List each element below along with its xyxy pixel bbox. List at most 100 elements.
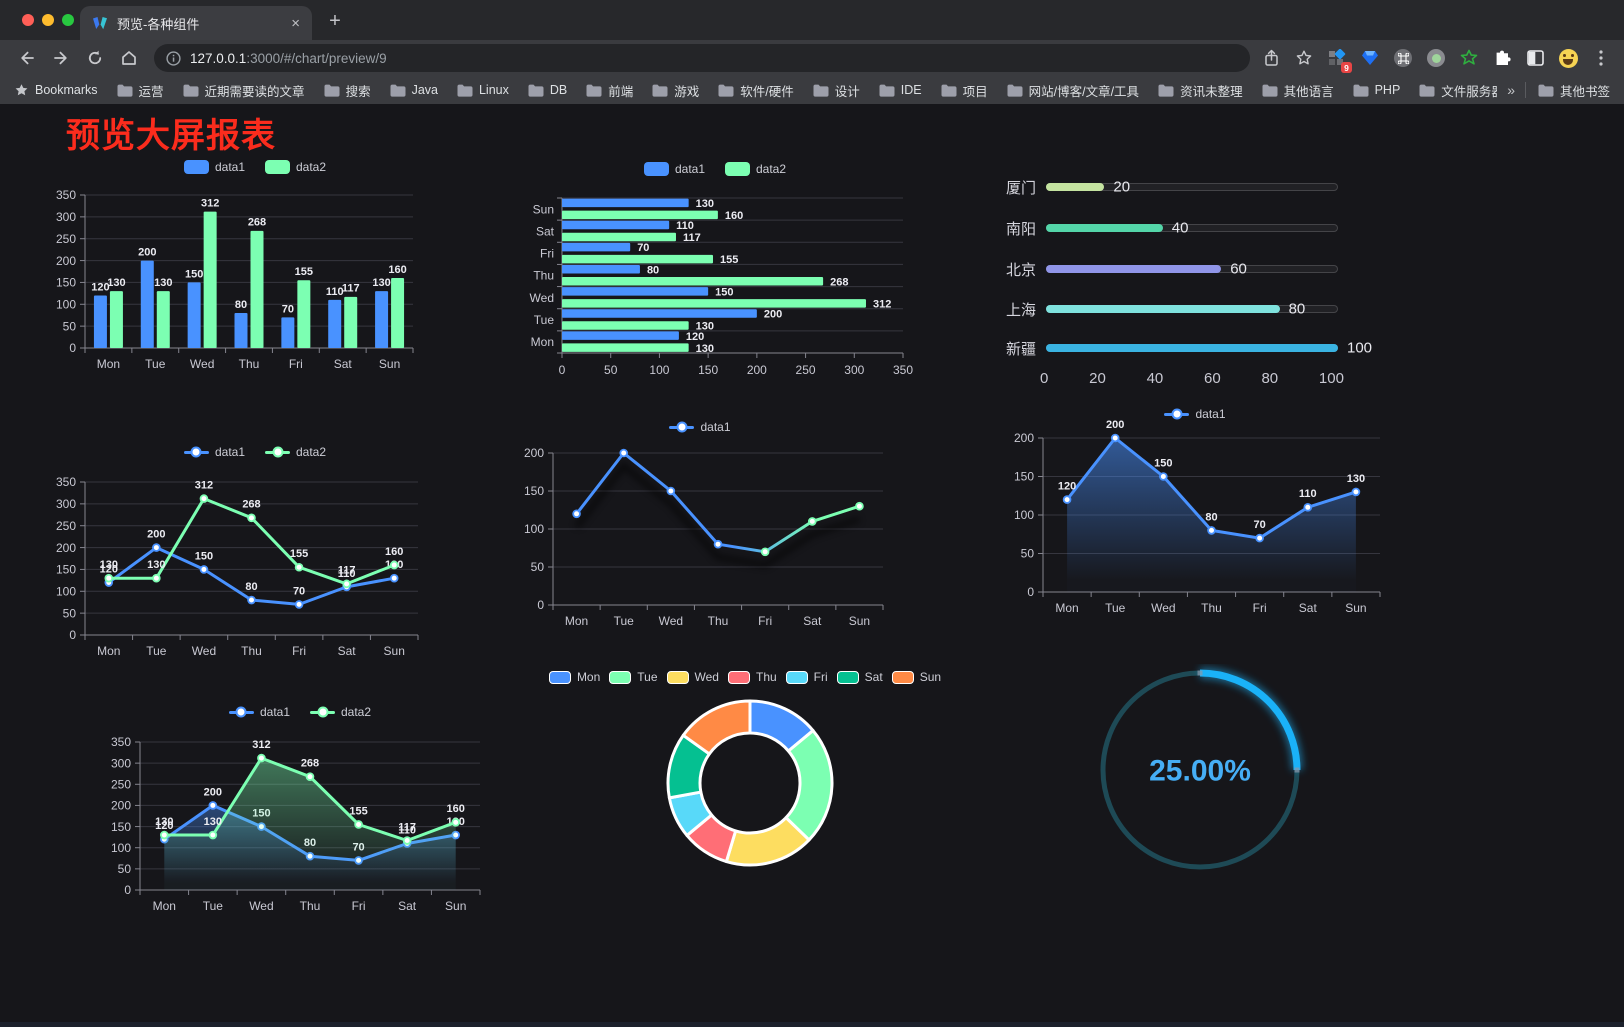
bookmarks-overflow-chevron[interactable]: » [1507, 82, 1515, 98]
legend-item-Sun[interactable]: Sun [891, 670, 941, 684]
legend-item-data1[interactable]: data1 [1164, 407, 1226, 421]
legend-item-data1[interactable]: data1 [183, 160, 245, 174]
extension-grid-icon[interactable]: 9 [1324, 45, 1352, 73]
svg-text:50: 50 [531, 560, 545, 574]
bar-data2 [562, 277, 824, 286]
side-panel-icon[interactable] [1522, 45, 1548, 71]
bookmark-folder[interactable]: 网站/博客/文章/工具 [1007, 81, 1139, 100]
bar-data2 [344, 296, 358, 348]
svg-text:268: 268 [248, 217, 266, 229]
back-button[interactable] [10, 44, 44, 72]
window-minimize-button[interactable] [42, 14, 54, 26]
legend-item-Mon[interactable]: Mon [548, 670, 601, 684]
bookmark-folder-label: 软件/硬件 [740, 84, 794, 99]
page-content: 预览大屏报表 data1 data2 0 50 100 150 200 250 300 350 Mo… [0, 104, 1624, 1022]
window-close-button[interactable] [22, 14, 34, 26]
new-tab-button[interactable]: + [329, 9, 341, 32]
point [1255, 533, 1264, 543]
chart-legend: data1 data2 [40, 445, 470, 459]
share-button[interactable] [1258, 45, 1284, 71]
legend-item-Sat[interactable]: Sat [836, 670, 883, 684]
tab-close-icon[interactable]: × [291, 14, 300, 32]
svg-text:350: 350 [56, 188, 76, 202]
svg-text:50: 50 [63, 606, 77, 620]
svg-text:Thu: Thu [1201, 601, 1222, 615]
bookmark-folder[interactable]: 项目 [941, 81, 988, 100]
reload-button[interactable] [78, 44, 112, 72]
extension-green-star-icon[interactable] [1456, 45, 1482, 71]
legend-item-data2[interactable]: data2 [265, 445, 326, 459]
point [199, 494, 209, 503]
pie-chart-svg [666, 699, 834, 867]
legend-item-Thu[interactable]: Thu [727, 670, 777, 684]
bookmark-folder[interactable]: 搜索 [324, 81, 371, 100]
progress-track: 20 [1046, 179, 1338, 196]
legend-item-Wed[interactable]: Wed [666, 670, 719, 684]
bookmark-folder[interactable]: 设计 [813, 81, 860, 100]
two-series-line-chart: data1 data2 0 50 100 150 200 250 300 350 Mon Tue Wed… [40, 430, 470, 665]
bookmark-folder[interactable]: 近期需要读的文章 [183, 81, 305, 100]
address-bar[interactable]: 127.0.0.1:3000/#/chart/preview/9 [154, 44, 1250, 72]
chart-legend: data1 [505, 420, 895, 434]
bar-data2 [562, 321, 689, 330]
svg-text:300: 300 [111, 756, 131, 770]
legend-item-Tue[interactable]: Tue [609, 670, 658, 684]
bookmark-folder[interactable]: 文件服务器 [1419, 81, 1497, 100]
legend-item-data2[interactable]: data2 [310, 705, 371, 719]
bookmark-folder-label: 其他语言 [1283, 84, 1334, 99]
bookmark-folder[interactable]: 游戏 [652, 81, 699, 100]
bookmark-folder[interactable]: 前端 [586, 81, 633, 100]
window-zoom-button[interactable] [62, 14, 74, 26]
browser-tab[interactable]: 预览-各种组件 × [80, 6, 312, 40]
bookmark-folder[interactable]: Linux [457, 83, 509, 97]
browser-menu-kebab-icon[interactable] [1588, 45, 1614, 71]
extension-gem-icon[interactable] [1357, 45, 1383, 71]
chart-legend: data1 data2 [505, 162, 925, 176]
svg-text:200: 200 [747, 363, 767, 375]
bookmarks-root[interactable]: Bookmarks [14, 83, 98, 98]
svg-text:70: 70 [282, 303, 294, 315]
svg-text:160: 160 [385, 546, 403, 558]
progress-value: 60 [1230, 260, 1247, 278]
extensions-puzzle-icon[interactable] [1489, 45, 1515, 71]
site-info-icon[interactable] [166, 50, 181, 66]
legend-item-data1[interactable]: data1 [183, 445, 245, 459]
bookmark-folder[interactable]: 运营 [117, 81, 164, 100]
legend-item-data2[interactable]: data2 [265, 160, 326, 174]
point [354, 820, 363, 829]
svg-text:150: 150 [698, 363, 718, 375]
legend-label: Mon [576, 670, 601, 684]
svg-text:100: 100 [524, 522, 544, 536]
folder-icon [813, 84, 829, 97]
bar-data2 [562, 232, 676, 242]
bookmark-star-button[interactable] [1291, 45, 1317, 71]
bookmark-folder[interactable]: Java [390, 83, 438, 97]
bookmark-folder[interactable]: 其他语言 [1262, 81, 1334, 100]
home-button[interactable] [112, 44, 146, 72]
bookmark-folder[interactable]: IDE [879, 83, 922, 97]
svg-text:200: 200 [138, 246, 156, 258]
area-data1 [1067, 438, 1356, 592]
svg-text:300: 300 [56, 210, 76, 224]
forward-button[interactable] [44, 44, 78, 72]
progress-fill [1046, 344, 1338, 352]
bookmark-folder[interactable]: DB [528, 83, 567, 97]
legend-marker [228, 706, 254, 719]
emoji-extension-icon[interactable] [1555, 45, 1581, 71]
legend-item-Fri[interactable]: Fri [785, 670, 828, 684]
legend-item-data1[interactable]: data1 [669, 420, 731, 434]
bookmark-folder-label: 资讯未整理 [1180, 84, 1243, 99]
legend-item-data1[interactable]: data1 [643, 162, 705, 176]
bookmark-folder[interactable]: 软件/硬件 [718, 81, 794, 100]
svg-text:130: 130 [1347, 473, 1365, 485]
svg-text:130: 130 [696, 321, 714, 333]
legend-item-data1[interactable]: data1 [228, 705, 290, 719]
extension-command-icon[interactable] [1390, 45, 1416, 71]
bookmark-folder[interactable]: PHP [1353, 83, 1400, 97]
extension-record-icon[interactable] [1423, 45, 1449, 71]
bookmark-folder-label: 项目 [962, 84, 988, 99]
svg-text:80: 80 [235, 299, 247, 311]
bookmark-folder[interactable]: 资讯未整理 [1158, 81, 1243, 100]
other-bookmarks-folder[interactable]: 其他书签 [1538, 81, 1610, 100]
legend-item-data2[interactable]: data2 [725, 162, 786, 176]
